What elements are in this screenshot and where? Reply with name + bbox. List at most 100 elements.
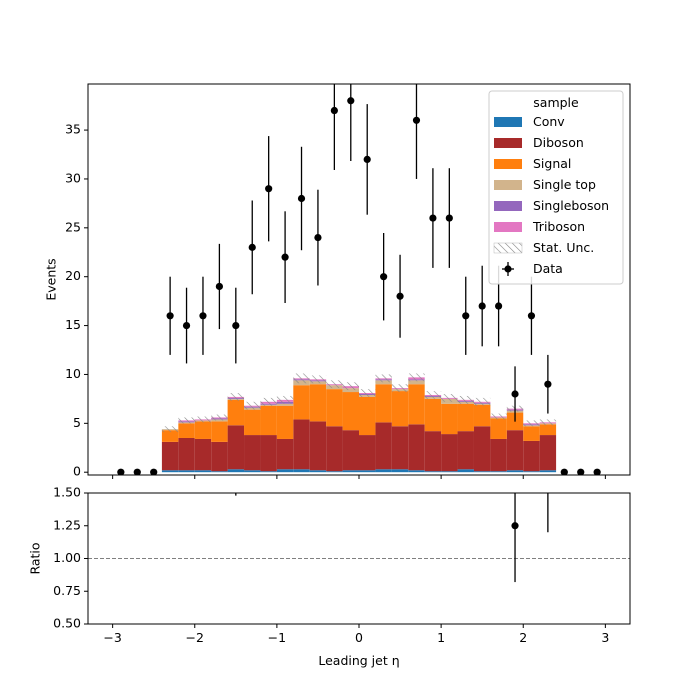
bar-signal-20 [441,403,458,435]
ratio-point-0 [511,522,519,530]
bar-diboson-26 [539,435,557,471]
bar-signal-6 [211,421,228,442]
data-point-25 [527,312,536,320]
bar-conv-11 [293,469,310,473]
main-ytick-label-0: 0 [73,464,81,479]
bar-conv-13 [326,471,343,473]
bar-diboson-6 [211,441,228,472]
stat-unc-band-6 [211,414,228,421]
bar-signal-5 [194,421,212,439]
legend-label-single-top: Single top [533,177,596,192]
stat-unc-band-12 [309,375,327,384]
main-ytick-label-3: 15 [65,317,81,332]
bar-signal-14 [342,392,359,431]
legend-label-conv: Conv [533,114,565,129]
data-point-6 [215,282,223,291]
data-point-18 [412,116,421,124]
data-point-29 [593,468,601,475]
main-ytick-label-5: 25 [65,219,81,234]
data-point-19 [429,214,437,222]
bar-conv-20 [441,471,458,473]
stat-unc-band-22 [473,397,491,406]
bar-conv-6 [211,471,228,473]
bar-signal-19 [424,398,442,432]
stat-unc-band-5 [194,416,212,423]
ratio-panel: 0.50 0.75 1.00 1.25 1.50 −3 −2 −1 0 1 2 3 Ratio Le… [28,485,631,668]
data-points [117,84,601,475]
stat-unc-band-26 [539,419,557,426]
legend-swatch-single-top [494,180,522,190]
bar-diboson-16 [375,422,392,470]
bar-signal-25 [523,426,540,441]
bar-conv-18 [408,470,425,473]
main-x-ticks [112,475,606,479]
bar-diboson-21 [457,431,474,470]
stat-unc-band-10 [276,395,294,404]
bar-diboson-8 [244,435,261,471]
bar-conv-9 [260,471,277,473]
ratio-xtick-label-2: −1 [268,630,286,645]
bar-conv-25 [523,471,540,473]
legend-label-triboson: Triboson [532,219,585,234]
bar-single-top-18 [408,380,425,385]
bar-diboson-22 [473,426,491,472]
data-point-24 [511,390,519,398]
data-point-9 [265,185,273,193]
bar-conv-17 [391,469,409,473]
bar-diboson-25 [523,440,540,472]
bar-conv-12 [309,470,327,473]
bar-conv-3 [161,470,179,473]
legend-swatch-stat-unc [493,242,523,254]
main-ytick-label-7: 35 [65,122,81,137]
bar-conv-5 [194,470,212,473]
data-point-11 [297,194,306,203]
bar-diboson-9 [260,435,277,472]
bar-signal-18 [408,384,425,425]
data-point-0 [117,468,125,475]
legend-label-signal: Signal [533,156,571,171]
stat-unc-band-3 [161,426,179,433]
bar-diboson-24 [506,430,524,471]
data-point-15 [363,155,371,163]
data-point-20 [445,214,453,222]
bar-diboson-19 [424,431,442,472]
data-point-12 [314,234,322,242]
main-ytick-label-4: 20 [65,268,81,283]
bar-signal-8 [244,409,261,436]
bar-signal-23 [490,418,507,439]
bar-diboson-10 [276,438,294,470]
ratio-ytick-label-4: 1.50 [53,485,81,500]
bar-single-top-10 [276,403,294,406]
stat-unc-band-8 [244,401,261,410]
main-ytick-label-6: 30 [65,170,81,185]
bar-diboson-18 [408,424,425,471]
stat-unc-band-11 [293,373,310,384]
bar-diboson-15 [359,435,376,471]
stat-unc-band-21 [457,395,474,404]
bar-diboson-4 [178,437,195,471]
ratio-y-ticks: 0.50 0.75 1.00 1.25 1.50 [53,485,88,631]
bar-conv-7 [227,469,245,473]
legend-label-stat-unc: Stat. Unc. [533,240,594,255]
data-point-2 [150,468,158,475]
legend-swatch-triboson [494,222,522,232]
ratio-xtick-label-1: −2 [186,630,204,645]
stat-unc-band-23 [490,413,507,420]
main-y-axis-label: Events [44,258,59,300]
data-point-28 [577,468,585,475]
bar-conv-19 [424,471,442,473]
legend-swatch-singleboson [494,201,522,211]
main-ytick-label-1: 5 [73,415,81,430]
bar-signal-11 [293,385,310,420]
data-point-3 [166,312,174,320]
ratio-ytick-label-1: 0.75 [53,583,81,598]
bar-conv-14 [342,470,359,473]
bar-diboson-11 [293,419,310,470]
data-point-1 [133,468,141,475]
bar-conv-15 [359,470,376,473]
stat-unc-band-18 [408,373,425,382]
bar-diboson-7 [227,425,245,470]
stat-unc-band-13 [326,380,343,389]
data-point-17 [396,292,404,300]
bar-diboson-12 [309,421,327,471]
